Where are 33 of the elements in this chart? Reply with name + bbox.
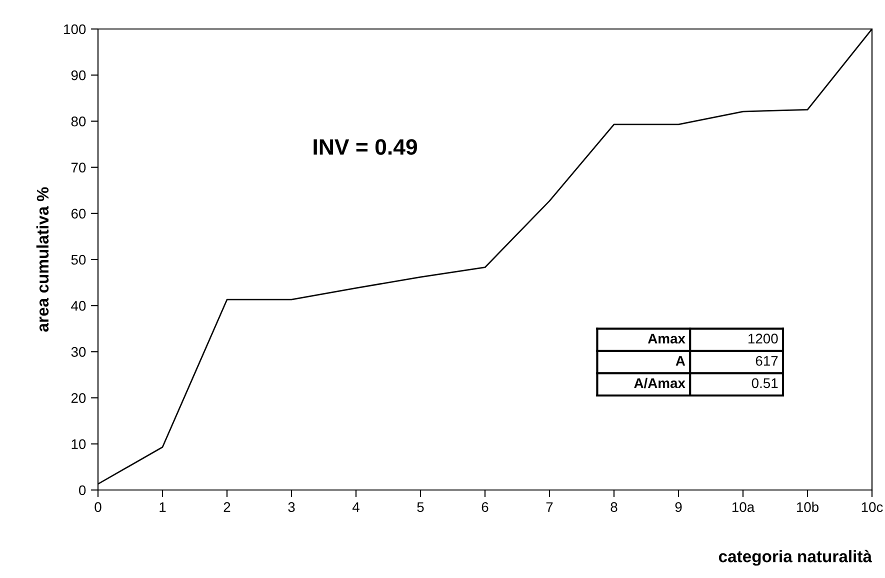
- x-tick-label: 10b: [796, 502, 819, 512]
- x-tick-label: 9: [675, 502, 682, 512]
- y-tick-label: 50: [71, 254, 86, 265]
- y-tick-label: 100: [64, 24, 86, 34]
- annotation: 617: [756, 356, 778, 366]
- x-tick-label: 6: [482, 502, 488, 512]
- annotation: 1200: [748, 334, 778, 344]
- x-tick-label: 10c: [862, 502, 883, 512]
- y-tick-label: 70: [71, 162, 86, 172]
- x-tick-label: 2: [224, 502, 230, 512]
- y-tick-label: 90: [71, 70, 86, 80]
- x-tick-label: 7: [546, 502, 553, 512]
- annotation: A/Amax: [634, 378, 686, 388]
- x-tick-label: 0: [94, 502, 102, 512]
- annotation: 0.51: [752, 378, 778, 388]
- y-axis-title: area cumulativa %: [36, 187, 49, 332]
- y-tick-label: 30: [71, 347, 86, 357]
- annotation: Amax: [648, 334, 686, 344]
- x-tick-label: 3: [288, 502, 295, 512]
- y-tick-label: 40: [71, 300, 86, 311]
- y-tick-label: 60: [71, 208, 86, 219]
- y-tick-label: 10: [72, 439, 86, 450]
- y-tick-label: 0: [79, 485, 86, 496]
- x-axis-title: categoria naturalità: [718, 550, 872, 566]
- x-tick-label: 8: [610, 502, 618, 512]
- annotation: INV = 0.49: [314, 139, 418, 155]
- y-tick-label: 20: [71, 393, 86, 403]
- x-tick-label: 5: [417, 502, 424, 512]
- x-tick-label: 4: [352, 502, 360, 512]
- annotation: A: [676, 356, 686, 366]
- x-tick-label: 10a: [732, 502, 755, 512]
- y-tick-label: 80: [71, 116, 86, 126]
- x-tick-label: 1: [160, 502, 166, 512]
